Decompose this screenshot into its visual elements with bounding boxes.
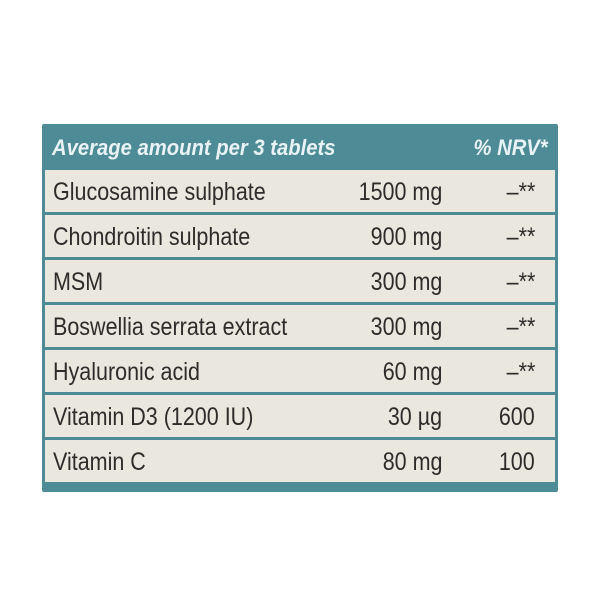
table-row: Chondroitin sulphate 900 mg –** xyxy=(45,215,555,257)
ingredient-nrv: –** xyxy=(506,223,535,251)
header-amount-label: Average amount per 3 tablets xyxy=(52,135,336,160)
table-row: Vitamin C 80 mg 100 xyxy=(45,440,555,482)
ingredient-amount: 900 mg xyxy=(370,223,442,251)
ingredient-nrv: 600 xyxy=(499,403,535,431)
ingredient-amount: 300 mg xyxy=(370,268,442,296)
ingredient-name: Glucosamine sulphate xyxy=(53,178,266,206)
table-row: MSM 300 mg –** xyxy=(45,260,555,302)
ingredient-amount: 60 mg xyxy=(382,358,442,386)
ingredient-name: MSM xyxy=(53,268,104,296)
nutrition-table: Average amount per 3 tablets % NRV* Gluc… xyxy=(42,124,558,492)
table-row: Vitamin D3 (1200 IU) 30 µg 600 xyxy=(45,395,555,437)
table-body: Glucosamine sulphate 1500 mg –** Chondro… xyxy=(45,170,555,482)
ingredient-nrv: –** xyxy=(506,313,535,341)
ingredient-name: Vitamin C xyxy=(53,448,146,476)
ingredient-name: Vitamin D3 (1200 IU) xyxy=(53,403,254,431)
table-row: Glucosamine sulphate 1500 mg –** xyxy=(45,170,555,212)
header-nrv-label: % NRV* xyxy=(473,135,548,160)
ingredient-amount: 1500 mg xyxy=(358,178,442,206)
ingredient-amount: 300 mg xyxy=(370,313,442,341)
table-header: Average amount per 3 tablets % NRV* xyxy=(42,124,558,170)
ingredient-nrv: 100 xyxy=(499,448,535,476)
ingredient-amount: 80 mg xyxy=(382,448,442,476)
table-row: Hyaluronic acid 60 mg –** xyxy=(45,350,555,392)
ingredient-name: Boswellia serrata extract xyxy=(53,313,288,341)
table-row: Boswellia serrata extract 300 mg –** xyxy=(45,305,555,347)
ingredient-nrv: –** xyxy=(506,358,535,386)
ingredient-name: Chondroitin sulphate xyxy=(53,223,251,251)
ingredient-name: Hyaluronic acid xyxy=(53,358,200,386)
ingredient-nrv: –** xyxy=(506,178,535,206)
ingredient-amount: 30 µg xyxy=(387,403,442,431)
ingredient-nrv: –** xyxy=(506,268,535,296)
